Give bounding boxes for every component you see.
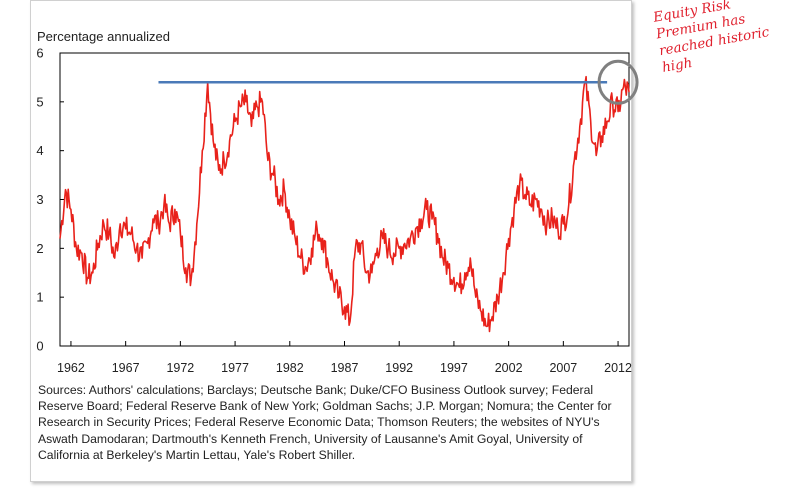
y-tick-label: 2 [36, 241, 43, 256]
x-tick-label: 1987 [331, 361, 359, 375]
highlight-circle [597, 59, 639, 105]
x-tick-label: 1992 [385, 361, 413, 375]
y-axis-unit-label: Percentage annualized [37, 29, 170, 44]
sources-note: Sources: Authors' calculations; Barclays… [38, 383, 612, 462]
y-tick-label: 0 [36, 339, 43, 354]
x-tick-label: 2007 [549, 361, 577, 375]
x-tick-label: 1997 [440, 361, 468, 375]
series-layer [59, 75, 630, 333]
y-axis-ticks: 0 1 2 3 4 5 6 [36, 46, 64, 354]
overlay-layer [158, 59, 639, 105]
x-tick-label: 1962 [57, 361, 85, 375]
y-tick-label: 5 [36, 94, 43, 109]
x-axis-ticks: 1962 1967 1972 1977 1982 1987 1992 1997 2002 2007… [57, 341, 632, 375]
x-tick-label: 1982 [276, 361, 304, 375]
y-tick-label: 3 [36, 192, 43, 207]
x-tick-label: 1967 [112, 361, 140, 375]
x-tick-label: 1972 [166, 361, 194, 375]
figure-frame [30, 0, 632, 482]
y-tick-label: 4 [36, 143, 43, 158]
x-tick-label: 1977 [221, 361, 249, 375]
y-tick-label: 6 [36, 46, 43, 61]
x-tick-label: 2002 [495, 361, 523, 375]
series-line [59, 75, 630, 333]
plot-area [59, 52, 630, 347]
y-tick-label: 1 [36, 290, 43, 305]
x-tick-label: 2012 [604, 361, 632, 375]
